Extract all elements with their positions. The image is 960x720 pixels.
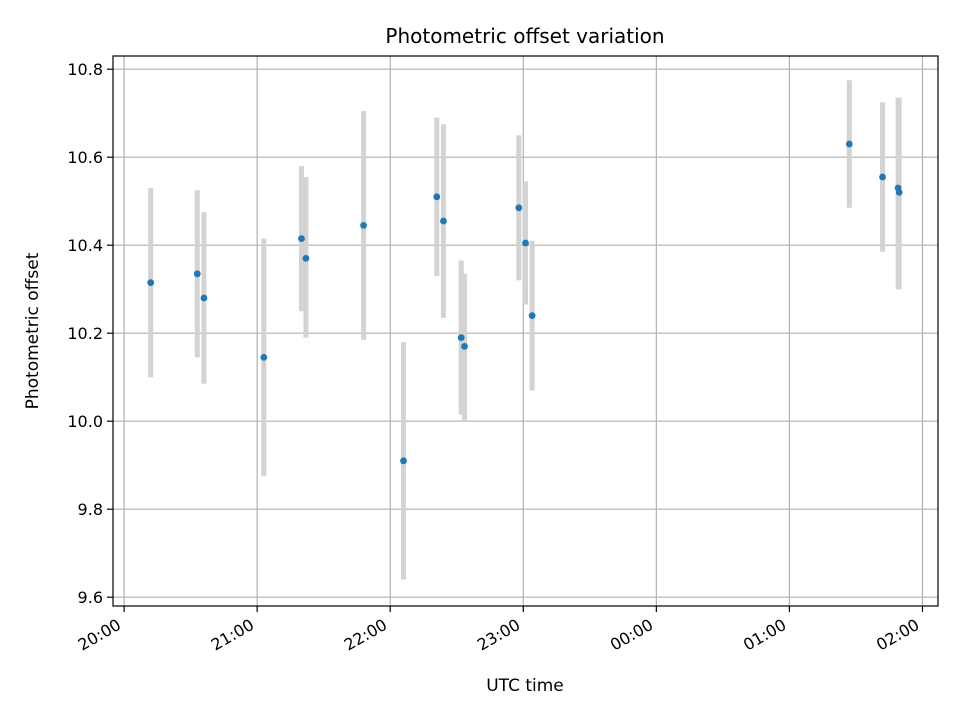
x-axis-label: UTC time xyxy=(486,676,564,696)
data-point xyxy=(200,294,208,302)
y-tick-label: 9.8 xyxy=(78,500,103,519)
x-axis-ticks: 20:00 21:00 22:00 23:00 00:00 01:00 02:00 xyxy=(75,606,924,655)
error-bars xyxy=(148,80,902,580)
x-tick-label: 21:00 xyxy=(208,615,257,655)
data-point xyxy=(147,279,155,286)
data-point xyxy=(193,270,201,278)
data-point xyxy=(845,140,853,148)
data-point xyxy=(522,239,529,247)
x-tick-label: 20:00 xyxy=(75,615,124,655)
x-tick-label: 00:00 xyxy=(607,615,656,655)
data-point xyxy=(400,457,407,465)
data-point xyxy=(528,312,536,319)
data-point xyxy=(440,217,447,225)
y-tick-label: 10.4 xyxy=(67,236,103,255)
data-point xyxy=(895,189,903,196)
data-point xyxy=(302,255,310,262)
y-tick-label: 10.8 xyxy=(67,60,103,79)
y-tick-label: 10.0 xyxy=(67,412,103,431)
x-tick-label: 22:00 xyxy=(341,615,390,655)
y-tick-label: 10.6 xyxy=(67,148,103,167)
data-point xyxy=(461,343,468,350)
grid xyxy=(113,56,938,606)
plot-area-frame xyxy=(112,55,939,607)
data-points xyxy=(147,140,903,465)
y-axis-label: Photometric offset xyxy=(23,252,43,409)
data-point xyxy=(515,204,523,212)
data-point xyxy=(433,193,441,201)
data-point xyxy=(457,334,465,341)
x-tick-label: 02:00 xyxy=(873,615,922,655)
y-tick-label: 10.2 xyxy=(67,324,103,343)
y-axis-ticks: 9.6 9.8 10.0 10.2 10.4 10.6 10.8 xyxy=(67,60,113,607)
chart-title: Photometric offset variation xyxy=(385,24,664,48)
data-point xyxy=(360,222,368,229)
x-tick-label: 01:00 xyxy=(740,615,789,655)
data-point xyxy=(260,354,268,361)
data-point xyxy=(879,173,886,181)
data-point xyxy=(298,235,305,243)
x-tick-label: 23:00 xyxy=(474,615,523,655)
y-tick-label: 9.6 xyxy=(78,588,103,607)
